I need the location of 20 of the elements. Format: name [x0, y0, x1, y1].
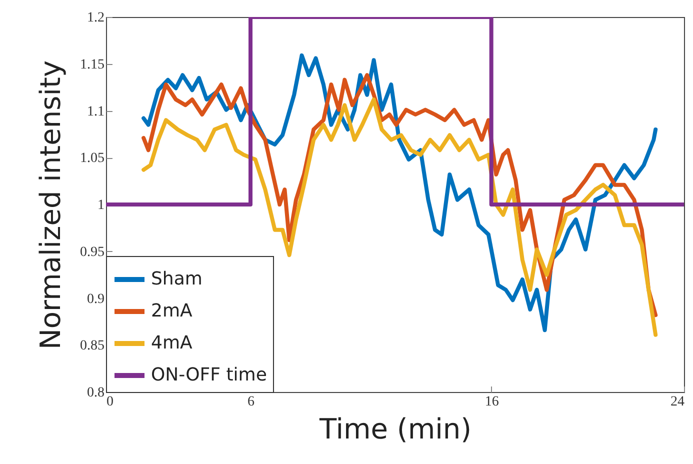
y-tick-label: 0.9: [87, 292, 104, 307]
x-tick-label: 0: [106, 394, 114, 410]
y-axis-title: Normalized intensity: [34, 60, 67, 350]
x-tick-label: 24: [670, 394, 684, 410]
legend-label: ON-OFF time: [151, 364, 267, 386]
x-axis-title: Time (min): [318, 412, 472, 446]
y-tick-label: 1.2: [87, 10, 104, 26]
x-tick-label: 6: [248, 394, 254, 410]
y-tick-label: 1.05: [80, 151, 104, 166]
legend-label: Sham: [151, 268, 202, 290]
y-tick-label: 1.15: [80, 57, 104, 72]
y-tick-label: 0.95: [80, 244, 104, 260]
y-tick-label: 0.8: [87, 386, 104, 400]
y-tick-label: 1.1: [87, 104, 104, 120]
y-tick-label: 1: [98, 198, 104, 213]
legend-label: 4mA: [151, 332, 193, 354]
x-tick-label: 16: [484, 394, 499, 410]
y-tick-label: 0.85: [80, 338, 104, 354]
line-series: [142, 98, 658, 337]
legend-label: 2mA: [151, 300, 193, 322]
